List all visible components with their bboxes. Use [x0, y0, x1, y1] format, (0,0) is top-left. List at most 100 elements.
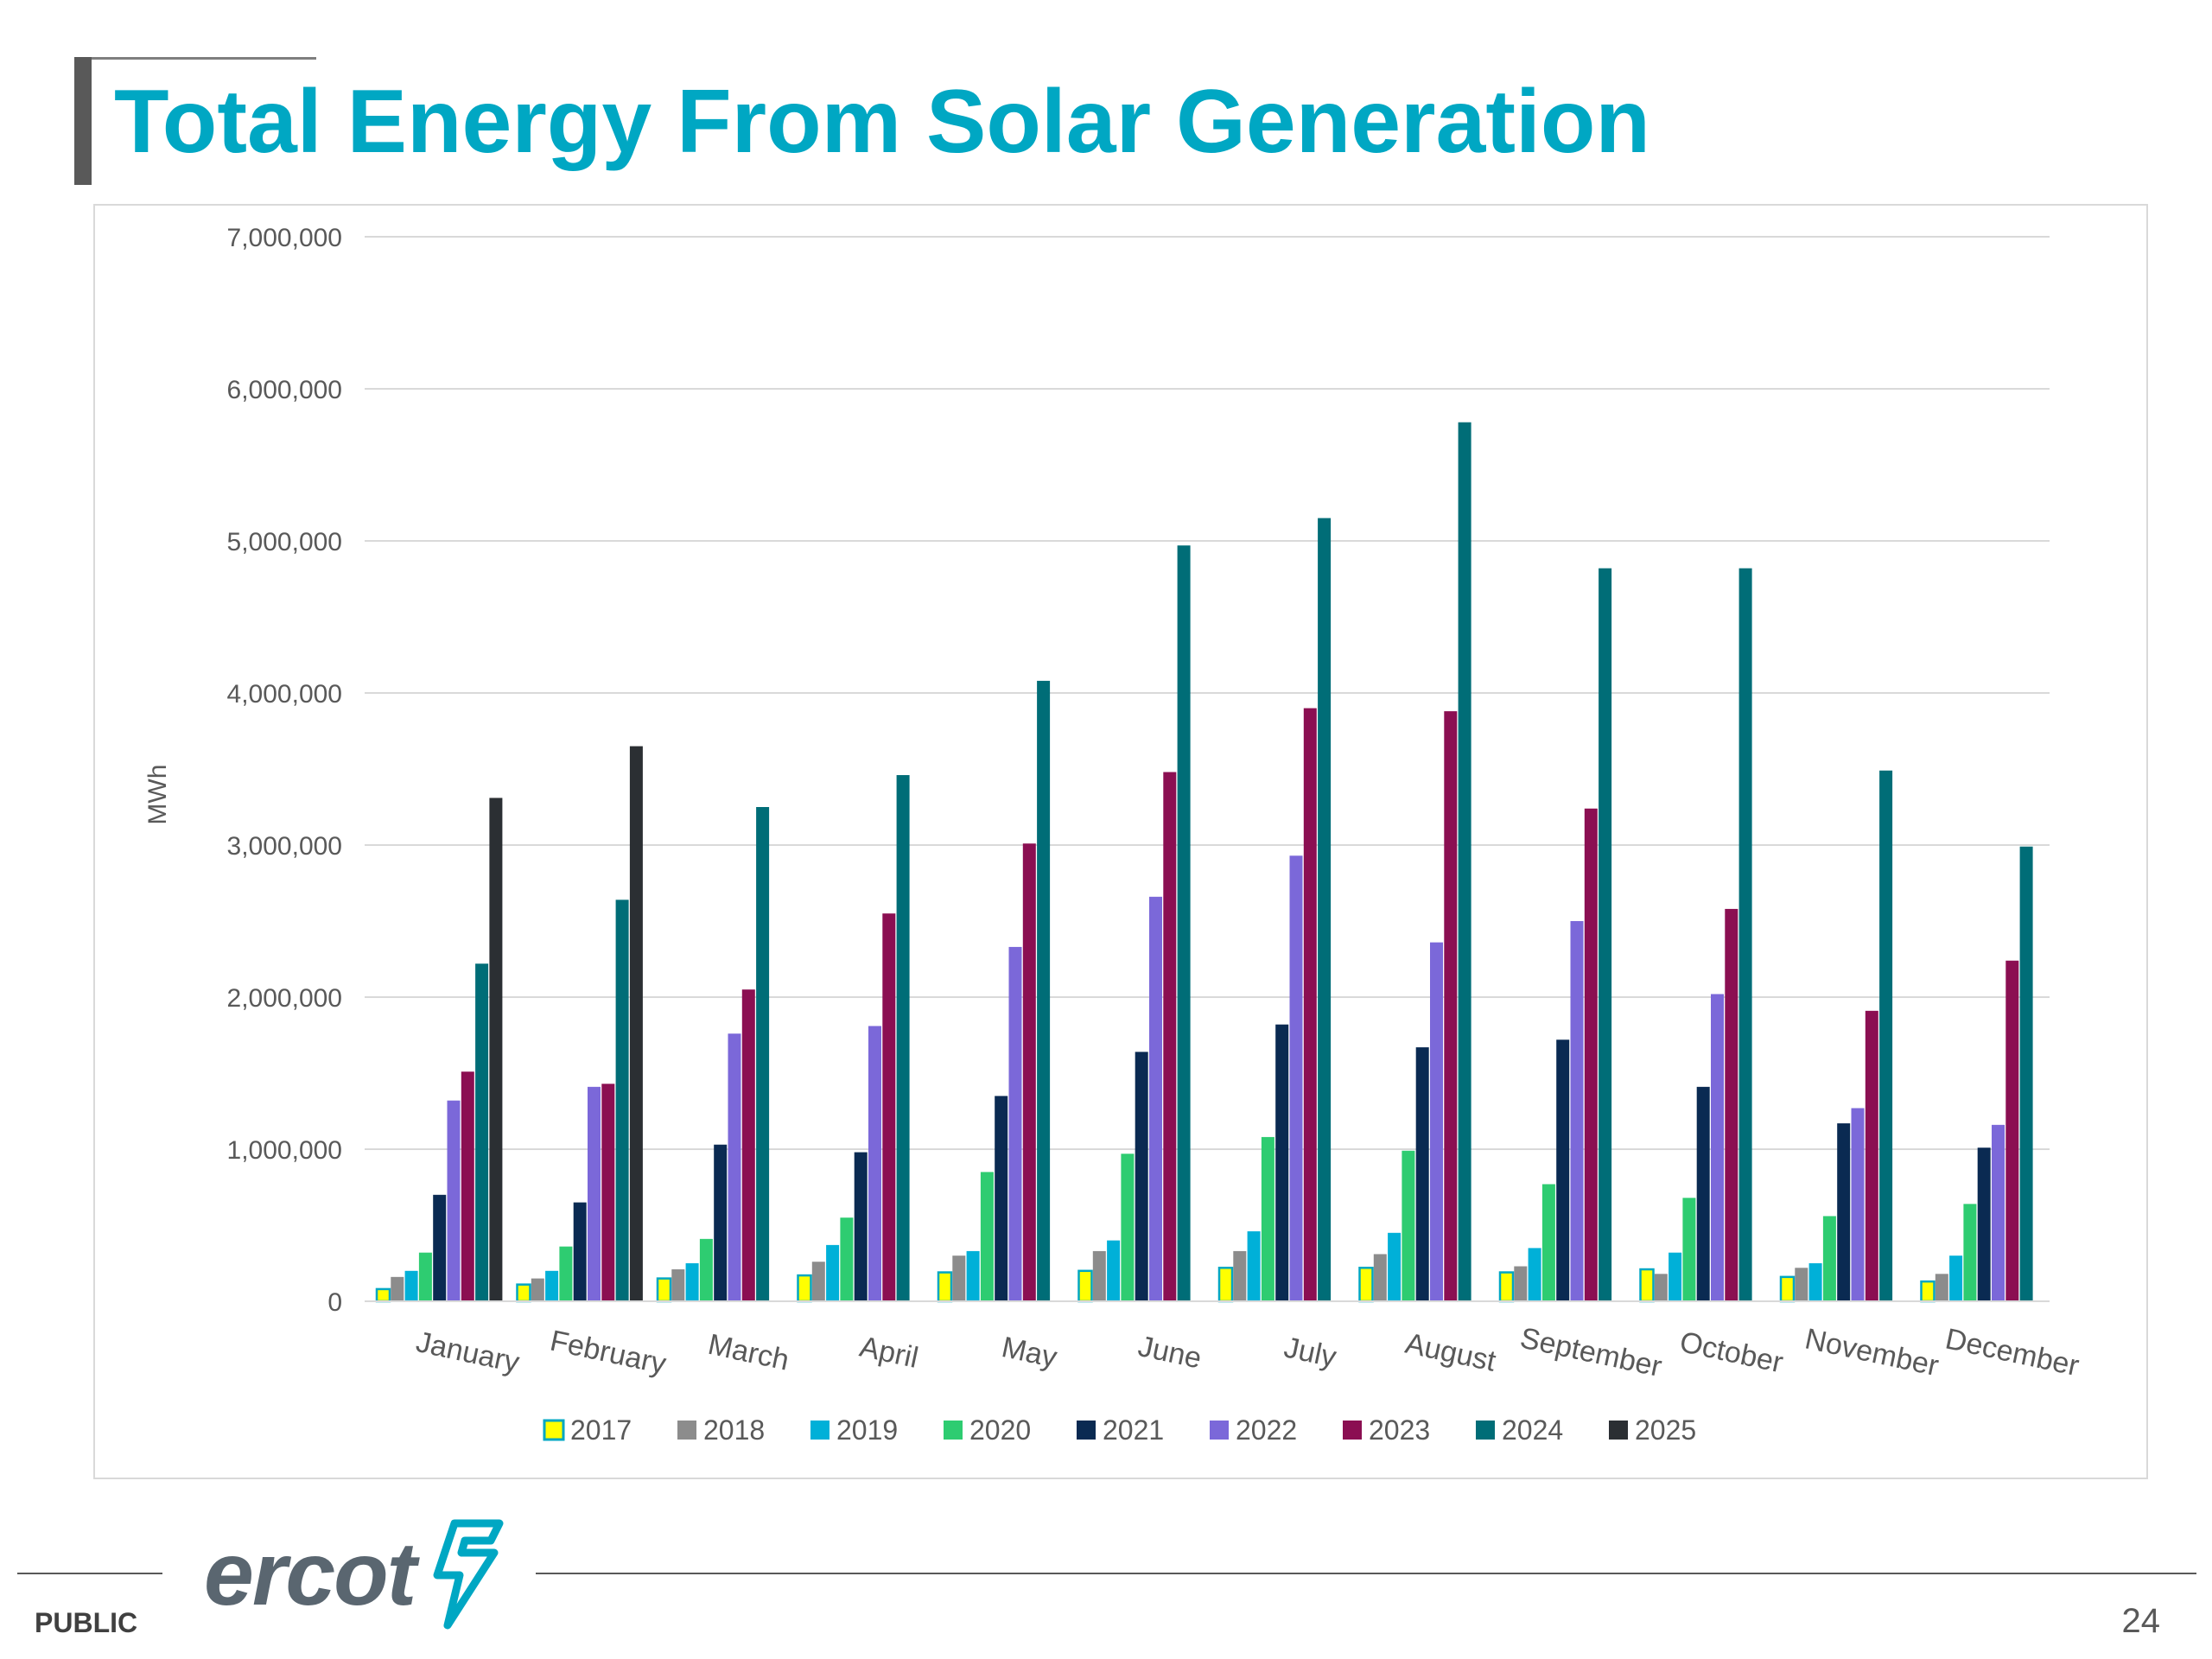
bar [1639, 1268, 1655, 1303]
x-tick-label: September [1517, 1321, 1665, 1383]
bar [1570, 921, 1584, 1301]
y-tick-label: 4,000,000 [227, 680, 342, 709]
bar [531, 1278, 544, 1301]
x-tick-label: October [1677, 1325, 1786, 1379]
bar [756, 807, 770, 1301]
bar [1430, 942, 1443, 1301]
bar [980, 1172, 994, 1301]
bar [1149, 896, 1162, 1301]
bar [1837, 1123, 1851, 1301]
bar [1402, 1150, 1415, 1301]
bar [1556, 1039, 1570, 1301]
bar [1808, 1263, 1822, 1301]
legend-label: 2019 [836, 1414, 898, 1446]
bar [475, 963, 489, 1301]
bar [797, 1274, 812, 1303]
bar [826, 1244, 840, 1301]
legend-label: 2024 [1502, 1414, 1563, 1446]
bar [588, 1086, 601, 1301]
y-tick-label: 2,000,000 [227, 984, 342, 1013]
bar [1261, 1136, 1274, 1301]
legend-swatch [1210, 1421, 1229, 1440]
bar [995, 1096, 1008, 1301]
bar [714, 1144, 728, 1301]
bar [447, 1100, 461, 1301]
bar [1458, 422, 1471, 1302]
bar [671, 1269, 685, 1301]
ercot-bolt-icon [433, 1519, 504, 1630]
bar [1935, 1274, 1948, 1301]
bar [1528, 1248, 1541, 1301]
bar [1217, 1267, 1234, 1303]
bar [656, 1277, 672, 1303]
x-tick-label: February [547, 1325, 669, 1381]
ercot-logo: ercot [204, 1514, 508, 1635]
bar [418, 1252, 432, 1301]
bar [1444, 711, 1458, 1301]
legend-swatch [944, 1421, 963, 1440]
bar [1233, 1250, 1247, 1301]
bar [615, 899, 629, 1301]
bar [1822, 1216, 1836, 1301]
bar [1289, 855, 1303, 1301]
bar [1779, 1275, 1796, 1303]
bar [1121, 1154, 1135, 1301]
legend-label: 2017 [570, 1414, 632, 1446]
bar [1373, 1254, 1387, 1301]
bar [1303, 708, 1317, 1301]
bar [882, 913, 896, 1301]
legend-swatch [543, 1419, 565, 1441]
bar [840, 1217, 854, 1301]
bar [937, 1271, 953, 1303]
bar [1851, 1108, 1865, 1301]
x-tick-label: July [1281, 1331, 1339, 1374]
x-tick-label: November [1802, 1322, 1942, 1382]
bar [601, 1084, 615, 1301]
slide-title: Total Energy From Solar Generation [114, 72, 1650, 172]
footer-divider-right [536, 1573, 2196, 1574]
x-tick-label: May [999, 1331, 1060, 1375]
legend-swatch [1476, 1421, 1495, 1440]
bar [728, 1033, 741, 1301]
legend-swatch [1077, 1421, 1096, 1440]
bar [1711, 994, 1724, 1301]
x-tick-label: April [857, 1331, 921, 1375]
bar [952, 1255, 966, 1301]
legend-label: 2025 [1635, 1414, 1696, 1446]
bar [1949, 1255, 1963, 1301]
bar [685, 1263, 699, 1301]
bar [1177, 545, 1191, 1301]
x-tick-label: December [1942, 1322, 2082, 1382]
bar [1738, 568, 1752, 1301]
bar [1963, 1204, 1977, 1301]
x-tick-label: March [705, 1328, 791, 1377]
y-tick-label: 1,000,000 [227, 1136, 342, 1165]
bar [391, 1276, 404, 1301]
y-tick-label: 6,000,000 [227, 376, 342, 404]
chart-frame: 0 1,000,000 2,000,000 3,000,000 4,000,000 5,0… [93, 204, 2148, 1479]
y-tick-label: 3,000,000 [227, 832, 342, 861]
bar [1498, 1271, 1515, 1303]
bar [1865, 1010, 1878, 1301]
bar-chart: 0 1,000,000 2,000,000 3,000,000 4,000,000 5,0… [143, 224, 2082, 1446]
bar [1037, 680, 1051, 1301]
bar [1415, 1047, 1429, 1301]
legend-label: 2022 [1236, 1414, 1297, 1446]
bar [1541, 1184, 1555, 1301]
x-tick-label: August [1402, 1327, 1499, 1378]
bar [1107, 1240, 1121, 1301]
bar [1669, 1252, 1682, 1301]
bar [461, 1071, 474, 1301]
footer-divider-left [17, 1573, 162, 1574]
bar [1599, 568, 1612, 1301]
x-tick-label: June [1135, 1330, 1205, 1375]
bar [1977, 1147, 1991, 1301]
bar [811, 1262, 825, 1301]
legend-swatch [1343, 1421, 1362, 1440]
bar [489, 798, 503, 1301]
legend-label: 2018 [703, 1414, 765, 1446]
bar [404, 1270, 418, 1301]
bar [1682, 1198, 1696, 1301]
bar [1725, 908, 1738, 1301]
bar [516, 1283, 531, 1303]
